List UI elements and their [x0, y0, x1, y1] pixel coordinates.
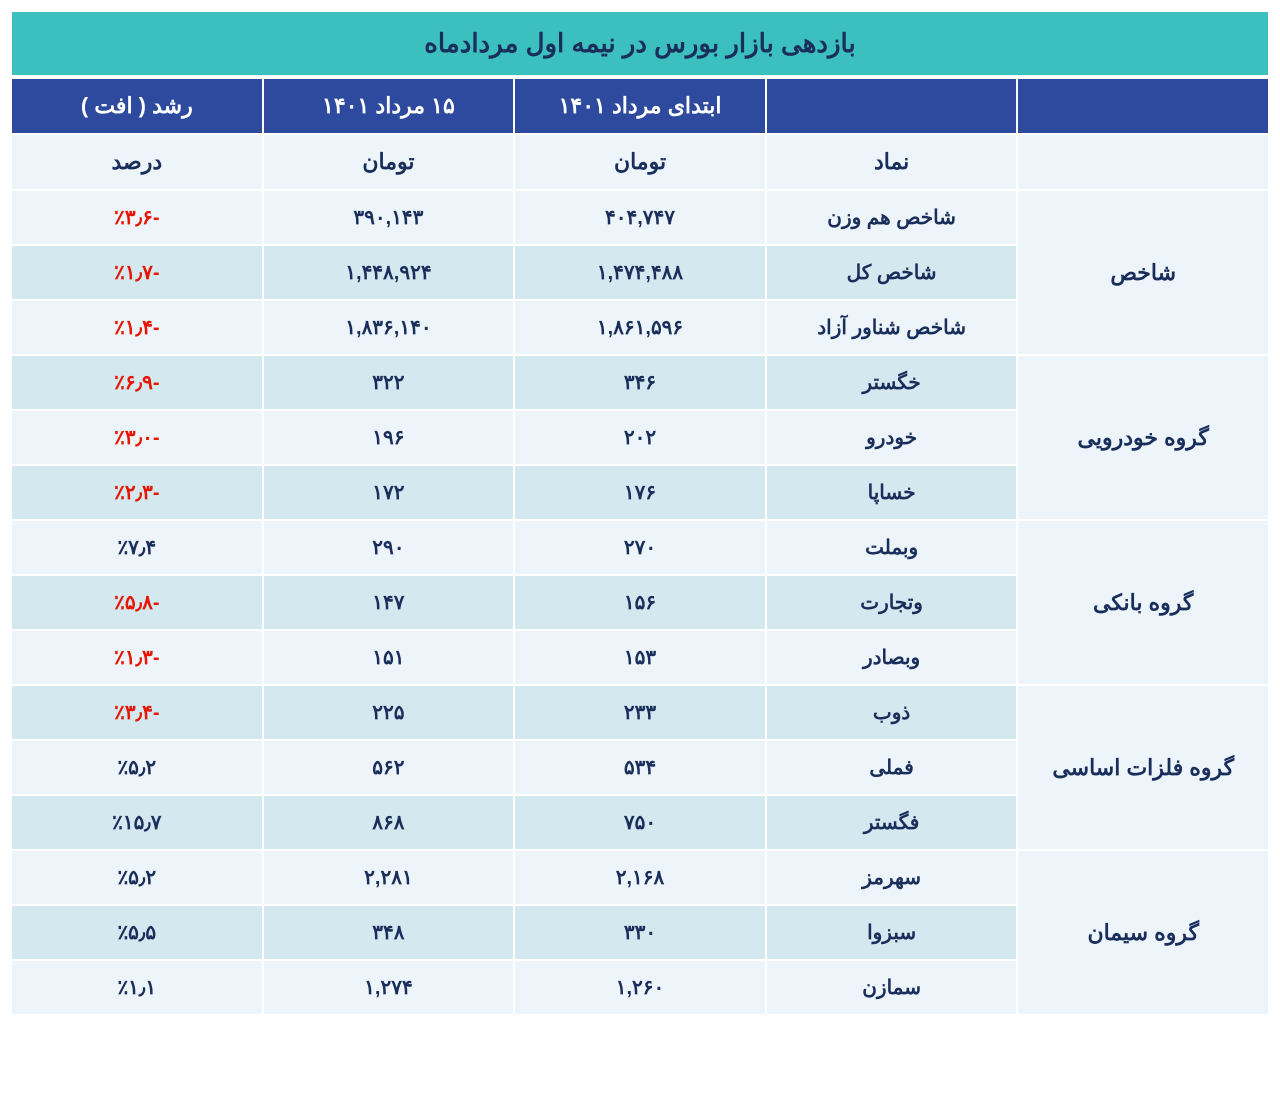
end-value-cell: ۱,۸۳۶,۱۴۰ [263, 300, 515, 355]
start-value-cell: ۲,۱۶۸ [514, 850, 766, 905]
group-name-cell: گروه فلزات اساسی [1017, 685, 1269, 850]
header-start: ابتدای مرداد ۱۴۰۱ [514, 78, 766, 134]
table-row: گروه خودروییخگستر۳۴۶۳۲۲-٪۶٫۹ [11, 355, 1269, 410]
end-value-cell: ۲,۲۸۱ [263, 850, 515, 905]
group-name-cell: گروه سیمان [1017, 850, 1269, 1015]
symbol-cell: وبملت [766, 520, 1018, 575]
change-cell: ٪۱۵٫۷ [11, 795, 263, 850]
change-cell: -٪۲٫۳ [11, 465, 263, 520]
end-value-cell: ۱,۲۷۴ [263, 960, 515, 1015]
symbol-cell: شاخص شناور آزاد [766, 300, 1018, 355]
end-value-cell: ۳۲۲ [263, 355, 515, 410]
start-value-cell: ۵۳۴ [514, 740, 766, 795]
start-value-cell: ۷۵۰ [514, 795, 766, 850]
end-value-cell: ۱۴۷ [263, 575, 515, 630]
symbol-cell: سبزوا [766, 905, 1018, 960]
header-row: ابتدای مرداد ۱۴۰۱ ۱۵ مرداد ۱۴۰۱ رشد ( اف… [11, 78, 1269, 134]
symbol-cell: وبصادر [766, 630, 1018, 685]
sub-header-end: تومان [263, 134, 515, 190]
symbol-cell: فملی [766, 740, 1018, 795]
change-cell: -٪۳٫۴ [11, 685, 263, 740]
symbol-cell: سهرمز [766, 850, 1018, 905]
start-value-cell: ۱۵۳ [514, 630, 766, 685]
table-row: گروه سیمانسهرمز۲,۱۶۸۲,۲۸۱٪۵٫۲ [11, 850, 1269, 905]
change-cell: -٪۳٫۶ [11, 190, 263, 245]
start-value-cell: ۲۷۰ [514, 520, 766, 575]
start-value-cell: ۳۳۰ [514, 905, 766, 960]
change-cell: -٪۱٫۷ [11, 245, 263, 300]
sub-header-symbol: نماد [766, 134, 1018, 190]
change-cell: ٪۱٫۱ [11, 960, 263, 1015]
start-value-cell: ۳۴۶ [514, 355, 766, 410]
start-value-cell: ۲۳۳ [514, 685, 766, 740]
start-value-cell: ۱,۸۶۱,۵۹۶ [514, 300, 766, 355]
end-value-cell: ۲۹۰ [263, 520, 515, 575]
table-body: شاخصشاخص هم وزن۴۰۴,۷۴۷۳۹۰,۱۴۳-٪۳٫۶شاخص ک… [11, 190, 1269, 1015]
group-name-cell: شاخص [1017, 190, 1269, 355]
symbol-cell: شاخص کل [766, 245, 1018, 300]
symbol-cell: فگستر [766, 795, 1018, 850]
table-row: گروه فلزات اساسیذوب۲۳۳۲۲۵-٪۳٫۴ [11, 685, 1269, 740]
change-cell: -٪۳٫۰ [11, 410, 263, 465]
group-name-cell: گروه خودرویی [1017, 355, 1269, 520]
change-cell: ٪۵٫۲ [11, 850, 263, 905]
sub-header-start: تومان [514, 134, 766, 190]
start-value-cell: ۱۷۶ [514, 465, 766, 520]
start-value-cell: ۱,۴۷۴,۴۸۸ [514, 245, 766, 300]
header-change: رشد ( افت ) [11, 78, 263, 134]
symbol-cell: وتجارت [766, 575, 1018, 630]
change-cell: -٪۵٫۸ [11, 575, 263, 630]
table-row: شاخصشاخص هم وزن۴۰۴,۷۴۷۳۹۰,۱۴۳-٪۳٫۶ [11, 190, 1269, 245]
sub-header-change: درصد [11, 134, 263, 190]
symbol-cell: سمازن [766, 960, 1018, 1015]
start-value-cell: ۱۵۶ [514, 575, 766, 630]
header-symbol [766, 78, 1018, 134]
end-value-cell: ۱,۴۴۸,۹۲۴ [263, 245, 515, 300]
symbol-cell: خگستر [766, 355, 1018, 410]
end-value-cell: ۳۹۰,۱۴۳ [263, 190, 515, 245]
end-value-cell: ۵۶۲ [263, 740, 515, 795]
start-value-cell: ۴۰۴,۷۴۷ [514, 190, 766, 245]
change-cell: ٪۵٫۲ [11, 740, 263, 795]
change-cell: ٪۷٫۴ [11, 520, 263, 575]
stock-table-container: بازدهی بازار بورس در نیمه اول مردادماه ا… [10, 10, 1270, 1016]
end-value-cell: ۱۵۱ [263, 630, 515, 685]
end-value-cell: ۱۹۶ [263, 410, 515, 465]
sub-header-group [1017, 134, 1269, 190]
stock-table: ابتدای مرداد ۱۴۰۱ ۱۵ مرداد ۱۴۰۱ رشد ( اف… [10, 77, 1270, 1016]
symbol-cell: خساپا [766, 465, 1018, 520]
end-value-cell: ۱۷۲ [263, 465, 515, 520]
header-end: ۱۵ مرداد ۱۴۰۱ [263, 78, 515, 134]
start-value-cell: ۲۰۲ [514, 410, 766, 465]
change-cell: -٪۶٫۹ [11, 355, 263, 410]
table-title: بازدهی بازار بورس در نیمه اول مردادماه [10, 10, 1270, 77]
end-value-cell: ۳۴۸ [263, 905, 515, 960]
symbol-cell: شاخص هم وزن [766, 190, 1018, 245]
end-value-cell: ۸۶۸ [263, 795, 515, 850]
group-name-cell: گروه بانکی [1017, 520, 1269, 685]
end-value-cell: ۲۲۵ [263, 685, 515, 740]
table-row: گروه بانکیوبملت۲۷۰۲۹۰٪۷٫۴ [11, 520, 1269, 575]
change-cell: -٪۱٫۳ [11, 630, 263, 685]
change-cell: -٪۱٫۴ [11, 300, 263, 355]
start-value-cell: ۱,۲۶۰ [514, 960, 766, 1015]
symbol-cell: خودرو [766, 410, 1018, 465]
change-cell: ٪۵٫۵ [11, 905, 263, 960]
symbol-cell: ذوب [766, 685, 1018, 740]
sub-header-row: نماد تومان تومان درصد [11, 134, 1269, 190]
header-group [1017, 78, 1269, 134]
